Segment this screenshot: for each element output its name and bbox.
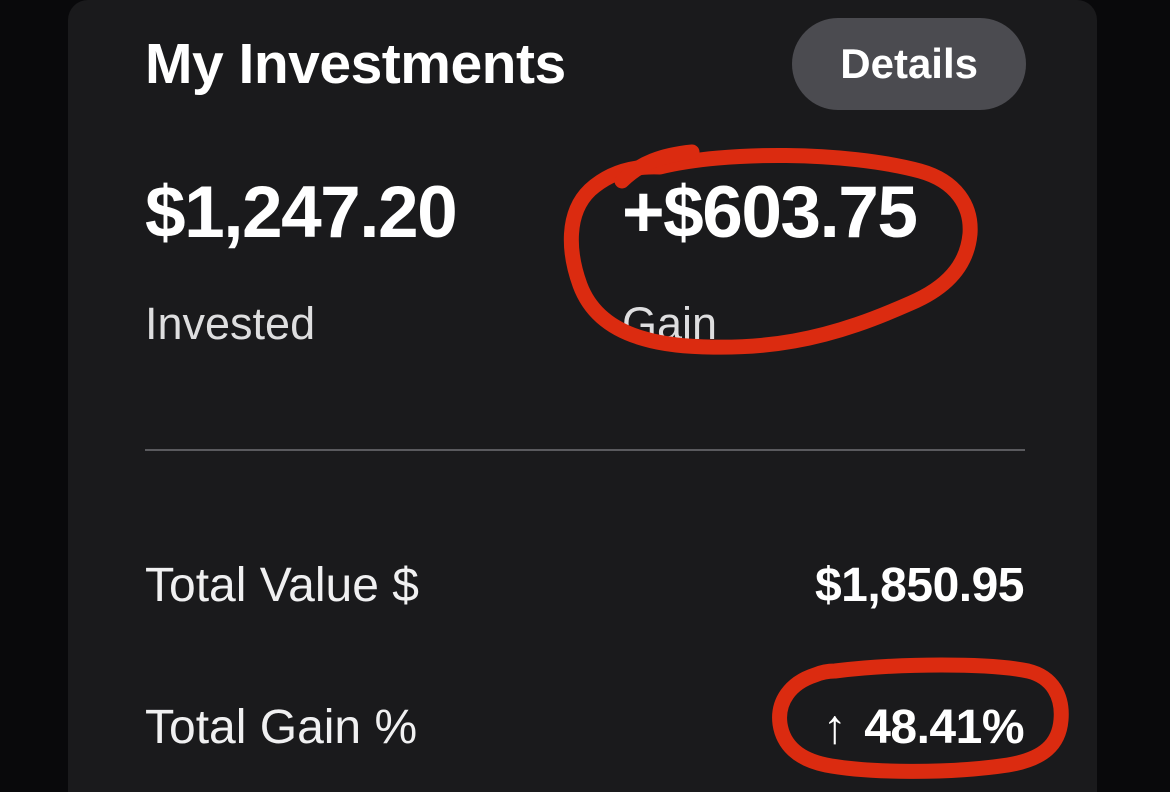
total-value-row: Total Value $ $1,850.95 [145,559,1025,613]
investments-card: My Investments Details $1,247.20 Investe… [68,0,1097,792]
total-gain-value: ↑ 48.41% [822,701,1025,755]
invested-label: Invested [145,298,316,349]
divider [145,449,1025,451]
card-header: My Investments Details [145,16,1026,112]
details-button[interactable]: Details [792,18,1026,110]
gain-amount: +$603.75 [622,172,918,253]
gain-label: Gain [622,298,718,349]
gain-stat: +$603.75 Gain [622,172,918,349]
total-value-label: Total Value $ [145,559,419,612]
total-gain-row: Total Gain % ↑ 48.41% [145,701,1025,755]
up-arrow-icon: ↑ [822,701,847,754]
page-title: My Investments [145,31,566,96]
invested-stat: $1,247.20 Invested [145,172,458,349]
total-gain-percent: 48.41% [864,701,1024,754]
invested-amount: $1,247.20 [145,172,458,253]
total-gain-label: Total Gain % [145,701,418,754]
total-value-amount: $1,850.95 [814,559,1025,612]
